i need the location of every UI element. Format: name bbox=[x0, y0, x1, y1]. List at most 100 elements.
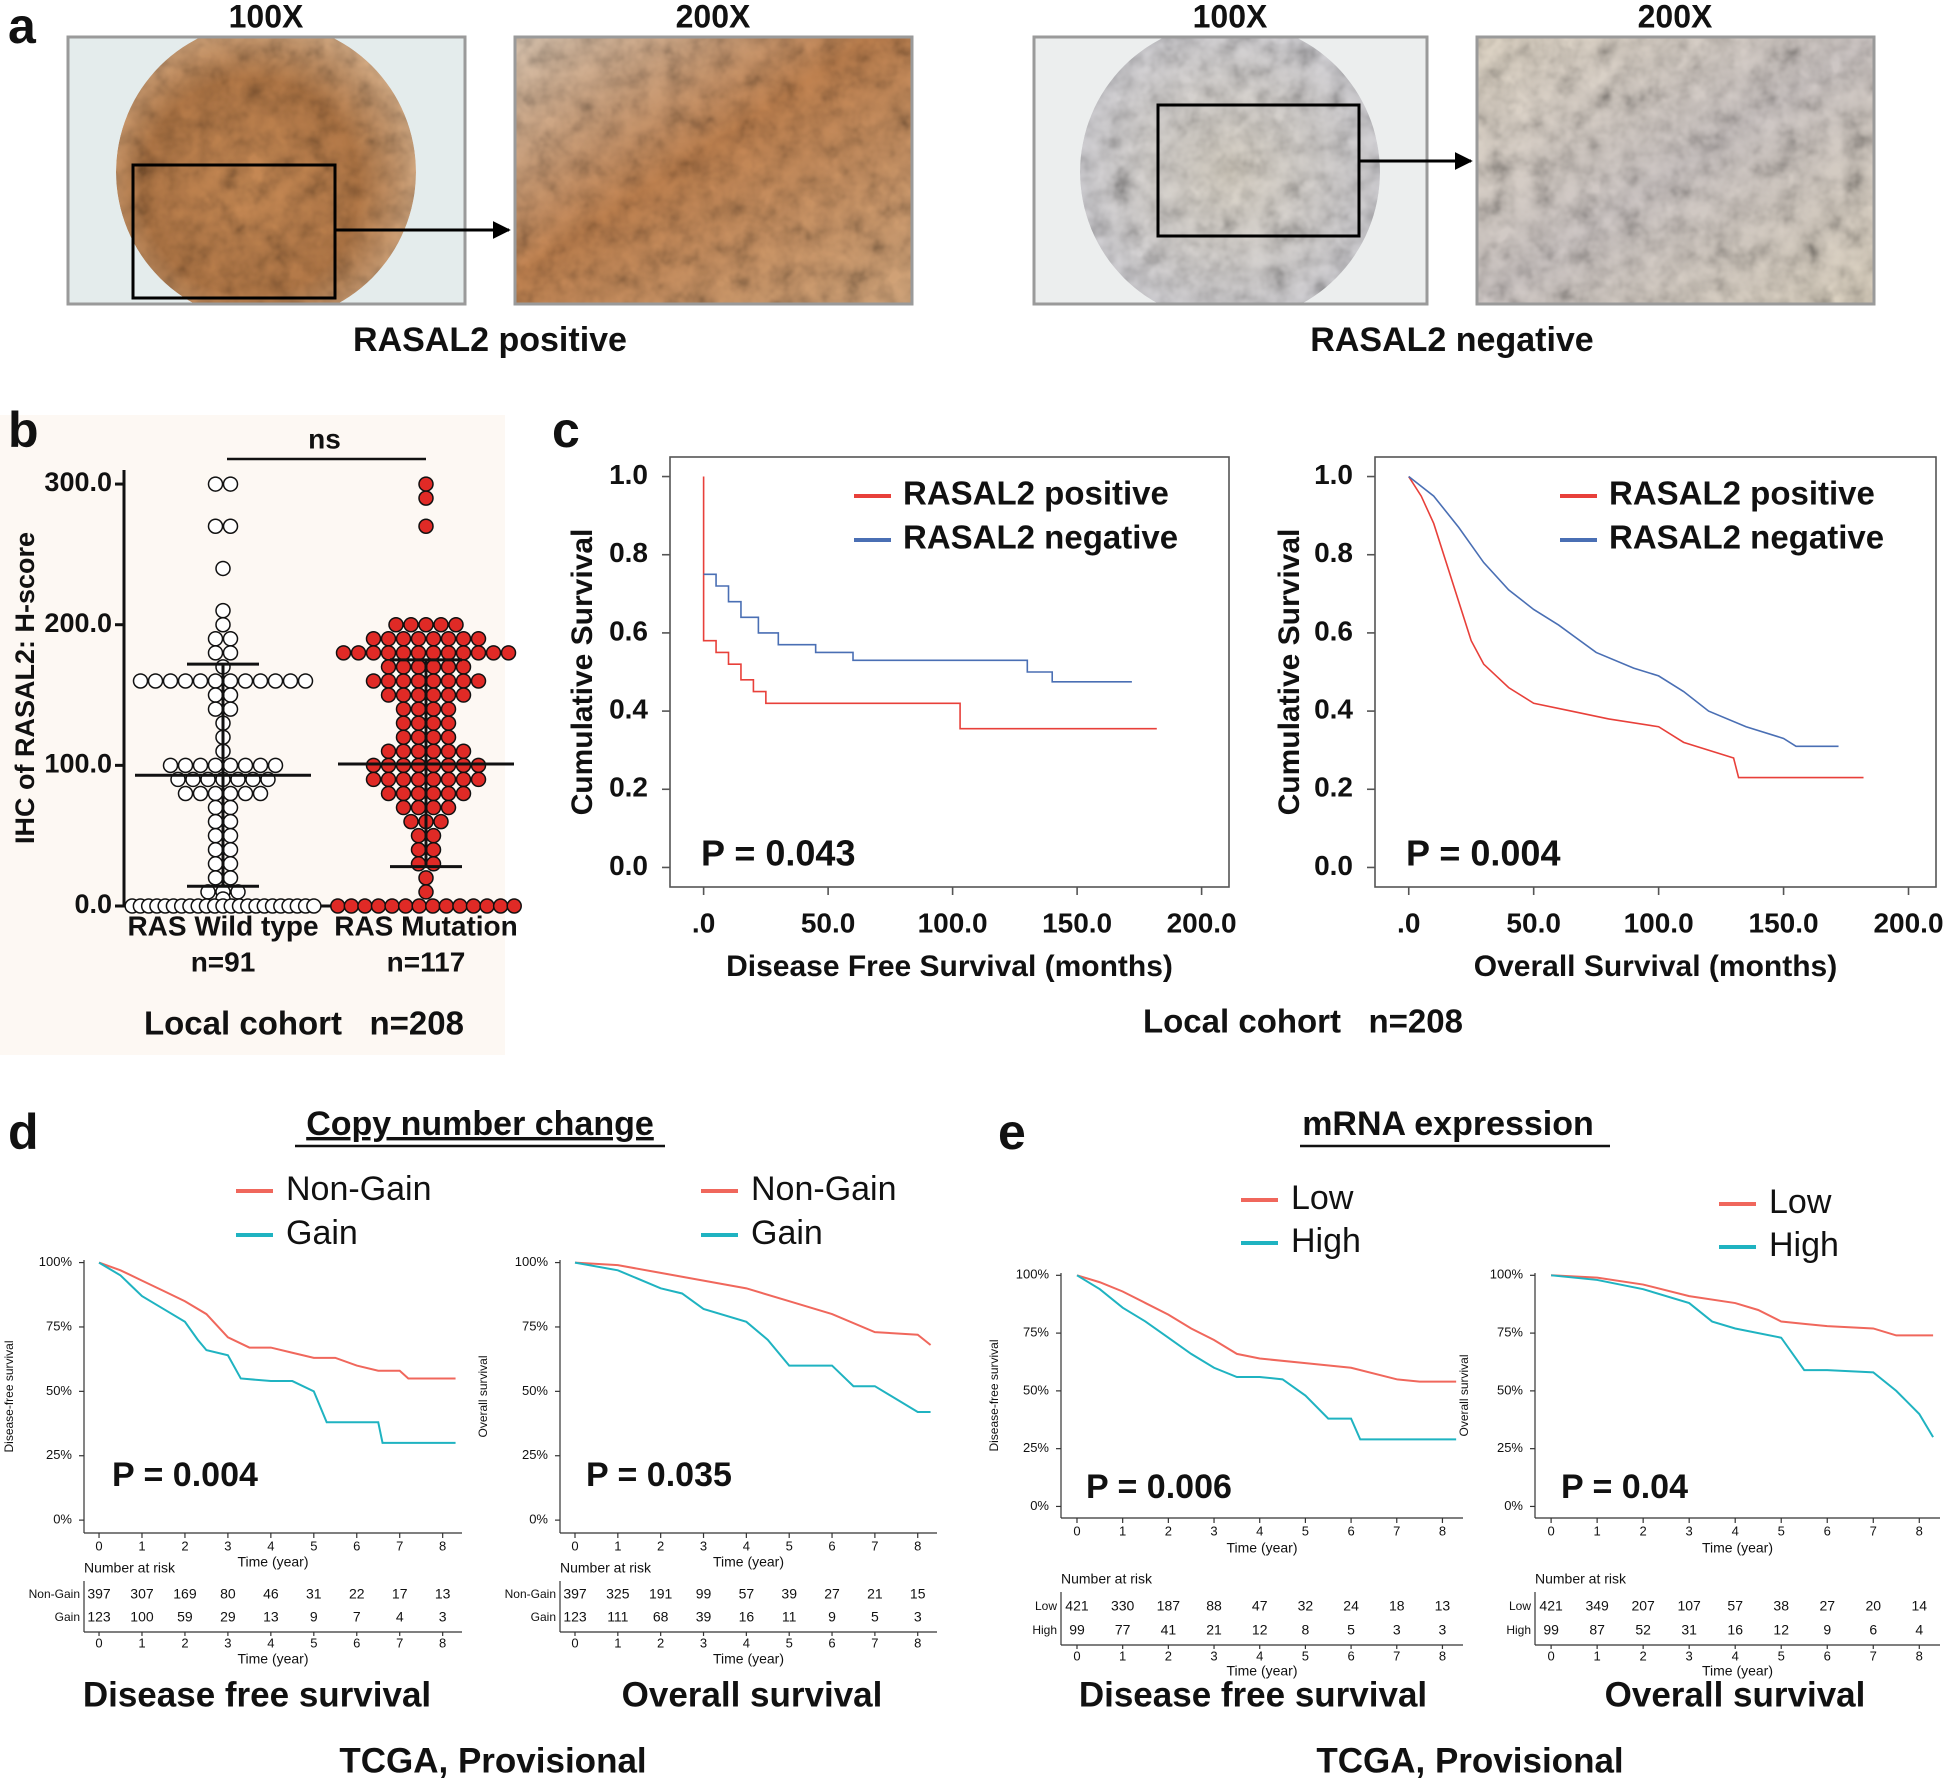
dot bbox=[252, 757, 269, 774]
legend-label: Low bbox=[1769, 1183, 1832, 1221]
risk-count: 397 bbox=[87, 1586, 111, 1602]
risk-count: 325 bbox=[606, 1586, 630, 1602]
dot bbox=[237, 785, 254, 802]
y-tick-label: 0% bbox=[529, 1512, 548, 1527]
risk-count: 5 bbox=[1347, 1622, 1355, 1638]
dot bbox=[455, 631, 472, 647]
y-axis-title: Disease-free survival bbox=[2, 1340, 16, 1452]
risk-count: 21 bbox=[1206, 1622, 1222, 1638]
dot bbox=[207, 856, 224, 872]
dot bbox=[448, 616, 464, 633]
panel-label: e bbox=[998, 1104, 1026, 1160]
risk-table-title: Number at risk bbox=[1535, 1571, 1627, 1587]
x-axis-title: Time (year) bbox=[713, 1554, 784, 1570]
y-tick-label: 1.0 bbox=[1314, 459, 1353, 490]
chart-caption: Disease free survival bbox=[1079, 1675, 1427, 1714]
risk-table-tick-label: 3 bbox=[1210, 1648, 1217, 1663]
y-tick-label: 0.0 bbox=[609, 850, 648, 881]
dot bbox=[365, 673, 382, 689]
x-tick-label: 1 bbox=[1594, 1523, 1601, 1538]
risk-table-tick-label: 8 bbox=[1916, 1648, 1923, 1663]
risk-table-title: Number at risk bbox=[560, 1560, 652, 1576]
risk-count: 191 bbox=[649, 1586, 673, 1602]
risk-count: 9 bbox=[828, 1609, 836, 1625]
dot bbox=[440, 673, 457, 689]
dot bbox=[410, 827, 427, 844]
risk-count: 99 bbox=[1069, 1622, 1085, 1638]
risk-count: 57 bbox=[1727, 1598, 1743, 1614]
dot bbox=[192, 757, 209, 774]
x-tick-label: 6 bbox=[1824, 1523, 1831, 1538]
dot bbox=[440, 715, 457, 731]
dot bbox=[207, 476, 224, 492]
dot bbox=[425, 701, 442, 717]
dot bbox=[440, 701, 457, 717]
risk-table-tick-label: 4 bbox=[1732, 1648, 1739, 1663]
risk-table-tick-label: 0 bbox=[1547, 1648, 1554, 1663]
y-tick-label: 75% bbox=[522, 1318, 548, 1333]
dot bbox=[425, 785, 442, 802]
risk-count: 87 bbox=[1589, 1622, 1605, 1638]
plot-frame bbox=[669, 456, 1230, 888]
magnification-label: 200X bbox=[1638, 0, 1713, 34]
dot bbox=[207, 687, 224, 703]
risk-table-tick-label: 2 bbox=[1165, 1648, 1172, 1663]
panel-title: Copy number change bbox=[306, 1105, 654, 1143]
dot bbox=[440, 631, 457, 647]
dot bbox=[410, 645, 427, 661]
risk-count: 397 bbox=[563, 1586, 587, 1602]
survival-curve bbox=[1408, 475, 1839, 748]
risk-count: 99 bbox=[1543, 1622, 1559, 1638]
dot bbox=[177, 757, 194, 774]
dot bbox=[215, 560, 231, 577]
x-tick-label: 8 bbox=[1916, 1523, 1923, 1538]
risk-table-tick-label: 0 bbox=[95, 1635, 102, 1650]
y-tick-label: 0.4 bbox=[1314, 693, 1353, 724]
dot bbox=[403, 813, 419, 830]
x-axis-title: Time (year) bbox=[1226, 1540, 1297, 1556]
risk-count: 21 bbox=[867, 1586, 883, 1602]
dot bbox=[425, 841, 442, 858]
risk-count: 3 bbox=[1393, 1622, 1401, 1638]
dot bbox=[425, 771, 442, 788]
dot bbox=[410, 701, 427, 717]
y-tick-label: 75% bbox=[1023, 1325, 1049, 1340]
cohort-note: Local cohort n=208 bbox=[144, 1005, 464, 1042]
dot bbox=[237, 673, 254, 689]
dot bbox=[215, 616, 231, 633]
risk-count: 3 bbox=[1439, 1622, 1447, 1638]
dot bbox=[207, 631, 224, 647]
dot bbox=[380, 659, 397, 675]
dot bbox=[418, 490, 434, 506]
plot-frame bbox=[1374, 456, 1937, 888]
dot bbox=[222, 841, 239, 858]
legend-label: RASAL2 negative bbox=[1609, 519, 1884, 556]
x-axis-title: Disease Free Survival (months) bbox=[726, 950, 1173, 983]
y-axis-title: Disease-free survival bbox=[987, 1339, 1001, 1451]
y-tick-label: 75% bbox=[46, 1318, 72, 1333]
risk-count: 349 bbox=[1585, 1598, 1609, 1614]
risk-table-tick-label: 8 bbox=[914, 1635, 921, 1650]
dot bbox=[425, 659, 442, 675]
y-tick-label: 0.8 bbox=[1314, 537, 1353, 568]
dot bbox=[410, 856, 427, 872]
dot bbox=[222, 687, 239, 703]
dot bbox=[343, 898, 360, 914]
dot bbox=[470, 631, 487, 647]
risk-table-tick-label: 3 bbox=[1686, 1648, 1693, 1663]
dot bbox=[222, 701, 239, 717]
dot bbox=[350, 645, 367, 661]
dot bbox=[465, 898, 482, 914]
x-tick-label: .0 bbox=[692, 907, 715, 938]
x-tick-label: 3 bbox=[1210, 1523, 1217, 1538]
survival-curve bbox=[1551, 1274, 1934, 1438]
x-tick-label: 5 bbox=[1302, 1523, 1309, 1538]
dot bbox=[207, 673, 224, 689]
risk-row-label: High bbox=[1032, 1623, 1057, 1637]
x-tick-label: 3 bbox=[1686, 1523, 1693, 1538]
survival-curve bbox=[1076, 1274, 1457, 1383]
dot bbox=[365, 631, 382, 647]
dot bbox=[207, 813, 224, 830]
risk-row-label: Gain bbox=[531, 1610, 556, 1624]
risk-count: 77 bbox=[1115, 1622, 1131, 1638]
